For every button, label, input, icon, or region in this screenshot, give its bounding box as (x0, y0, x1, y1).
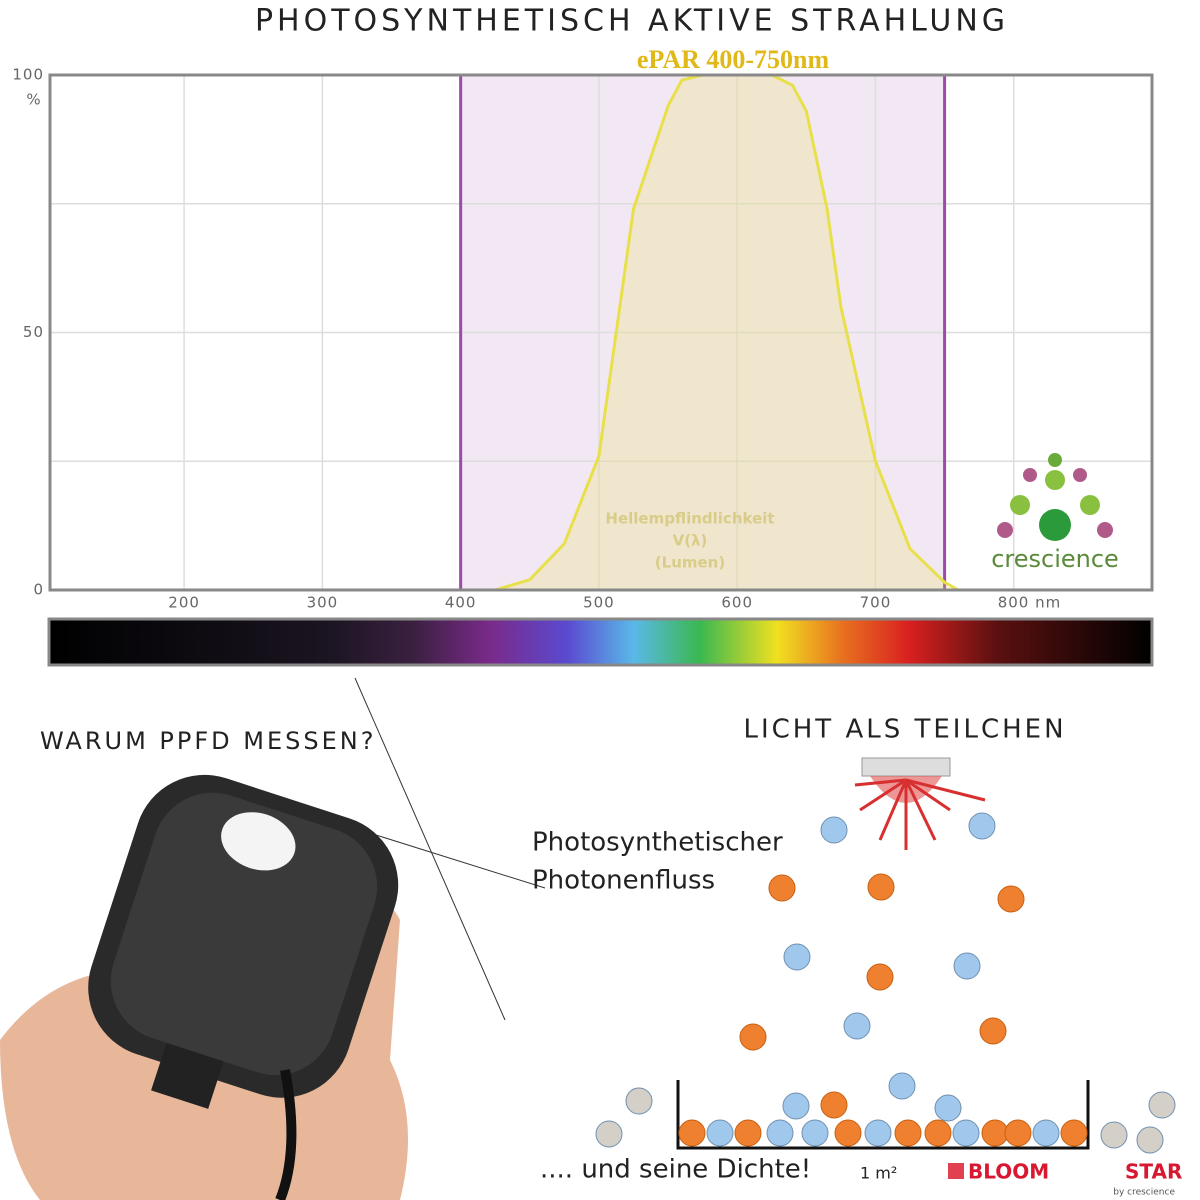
device-photo (0, 774, 408, 1200)
spectrum-bar (47, 617, 1154, 667)
photon (979, 1017, 1007, 1045)
logo: crescience (991, 453, 1119, 573)
x-tick-label: 700 (860, 594, 892, 612)
photon (820, 1091, 848, 1119)
x-tick-label: 200 (168, 594, 200, 612)
photon (834, 1119, 862, 1147)
photon (1004, 1119, 1032, 1147)
x-tick-label: 300 (307, 594, 339, 612)
photon (625, 1087, 653, 1115)
label: Photonenfluss (532, 866, 715, 896)
photon (783, 943, 811, 971)
y-unit: % (26, 91, 41, 109)
area-label: 1 m² (860, 1164, 897, 1183)
photon (678, 1119, 706, 1147)
brand-text: STAR (1125, 1160, 1182, 1184)
area-box (676, 1080, 1090, 1150)
x-tick-label: 600 (721, 594, 753, 612)
photon (782, 1092, 810, 1120)
pointer-line (359, 829, 546, 889)
photon (981, 1119, 1009, 1147)
photon (768, 874, 796, 902)
brand: BLOOM STAR by crescience (948, 1160, 1182, 1198)
label: Photosynthetischer (532, 828, 783, 858)
brand-sub: by crescience (1113, 1188, 1175, 1198)
photon (867, 873, 895, 901)
photon (1100, 1121, 1128, 1149)
photon (843, 1012, 871, 1040)
photon (1060, 1119, 1088, 1147)
x-tick-label: 800 nm (998, 594, 1062, 612)
pointer-line (354, 677, 506, 1021)
photon (766, 1119, 794, 1147)
photon (888, 1072, 916, 1100)
photon (866, 963, 894, 991)
particles (595, 812, 1176, 1154)
photon (820, 816, 848, 844)
photon (997, 885, 1025, 913)
photon (968, 812, 996, 840)
photon (924, 1119, 952, 1147)
photon (1148, 1091, 1176, 1119)
footer: .... und seine Dichte! (540, 1155, 811, 1185)
photon (864, 1119, 892, 1147)
x-tick-label: 400 (445, 594, 477, 612)
photon (1136, 1126, 1164, 1154)
axis-frame (48, 73, 1154, 592)
brand-text: BLOOM (968, 1160, 1049, 1184)
x-tick-label: 500 (583, 594, 615, 612)
logo-text: crescience (991, 545, 1119, 573)
photon (706, 1119, 734, 1147)
annotation: (Lumen) (655, 554, 725, 572)
title: PHOTOSYNTHETISCH AKTIVE STRAHLUNG (255, 4, 1009, 39)
photon (595, 1120, 623, 1148)
photon (734, 1119, 762, 1147)
photon (801, 1119, 829, 1147)
lamp (854, 757, 986, 850)
left-heading: WARUM PPFD MESSEN? (40, 727, 376, 755)
photon (1032, 1119, 1060, 1147)
y-tick-label: 0 (33, 581, 44, 599)
right-heading: LICHT ALS TEILCHEN (743, 715, 1066, 745)
photon (952, 1119, 980, 1147)
y-tick-label: 50 (23, 323, 44, 341)
area (495, 75, 959, 590)
annotation: Hellempflindlichkeit (605, 510, 774, 528)
subtitle: ePAR 400-750nm (637, 45, 830, 74)
y-tick-label: 100 (12, 66, 44, 84)
photon (953, 952, 981, 980)
photon (894, 1119, 922, 1147)
photon (934, 1094, 962, 1122)
annotation: V(λ) (673, 532, 708, 550)
photon (739, 1023, 767, 1051)
plot: 0 50 100% 200 300 400 500 600 700 800 nm Hellempfl… (12, 66, 1154, 612)
